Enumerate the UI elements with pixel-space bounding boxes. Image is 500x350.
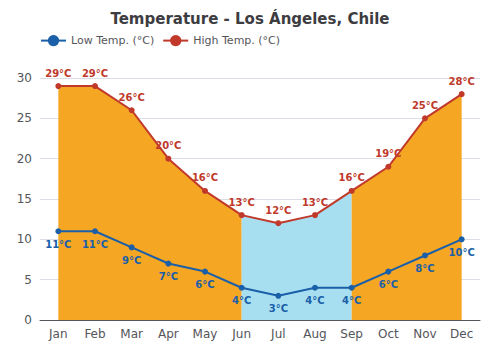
svg-text:6°C: 6°C bbox=[379, 279, 398, 290]
svg-text:16°C: 16°C bbox=[192, 172, 218, 183]
svg-text:13°C: 13°C bbox=[229, 197, 255, 208]
svg-text:12°C: 12°C bbox=[265, 205, 291, 216]
svg-text:Sep: Sep bbox=[340, 327, 363, 341]
svg-text:25: 25 bbox=[17, 111, 32, 125]
svg-text:11°C: 11°C bbox=[45, 239, 71, 250]
svg-text:Jun: Jun bbox=[231, 327, 251, 341]
svg-text:Temperature - Los Ángeles, Chi: Temperature - Los Ángeles, Chile bbox=[110, 9, 389, 28]
svg-text:10: 10 bbox=[17, 232, 32, 246]
svg-text:28°C: 28°C bbox=[449, 76, 475, 87]
svg-text:5: 5 bbox=[24, 273, 32, 287]
svg-text:11°C: 11°C bbox=[82, 239, 108, 250]
svg-text:Apr: Apr bbox=[158, 327, 179, 341]
svg-text:Low Temp. (°C): Low Temp. (°C) bbox=[71, 34, 154, 47]
svg-text:Feb: Feb bbox=[84, 327, 105, 341]
svg-text:9°C: 9°C bbox=[122, 255, 141, 266]
svg-text:16°C: 16°C bbox=[339, 172, 365, 183]
svg-text:19°C: 19°C bbox=[375, 148, 401, 159]
svg-text:3°C: 3°C bbox=[269, 303, 288, 314]
svg-text:Jul: Jul bbox=[270, 327, 285, 341]
svg-text:4°C: 4°C bbox=[232, 295, 251, 306]
svg-text:4°C: 4°C bbox=[305, 295, 324, 306]
svg-text:20: 20 bbox=[17, 152, 32, 166]
svg-text:Nov: Nov bbox=[413, 327, 436, 341]
svg-text:26°C: 26°C bbox=[119, 92, 145, 103]
svg-text:High Temp. (°C): High Temp. (°C) bbox=[193, 34, 280, 47]
svg-text:Dec: Dec bbox=[450, 327, 473, 341]
svg-text:Aug: Aug bbox=[303, 327, 326, 341]
svg-text:4°C: 4°C bbox=[342, 295, 361, 306]
svg-text:29°C: 29°C bbox=[82, 68, 108, 79]
svg-text:May: May bbox=[193, 327, 218, 341]
svg-text:20°C: 20°C bbox=[155, 140, 181, 151]
svg-text:29°C: 29°C bbox=[45, 68, 71, 79]
svg-text:13°C: 13°C bbox=[302, 197, 328, 208]
svg-text:6°C: 6°C bbox=[195, 279, 214, 290]
svg-text:7°C: 7°C bbox=[159, 271, 178, 282]
svg-text:15: 15 bbox=[17, 192, 32, 206]
svg-text:Jan: Jan bbox=[48, 327, 67, 341]
svg-text:Oct: Oct bbox=[378, 327, 399, 341]
svg-text:10°C: 10°C bbox=[449, 247, 475, 258]
svg-text:Mar: Mar bbox=[120, 327, 143, 341]
svg-text:0: 0 bbox=[24, 313, 32, 327]
svg-text:30: 30 bbox=[17, 71, 32, 85]
svg-text:8°C: 8°C bbox=[415, 263, 434, 274]
svg-text:25°C: 25°C bbox=[412, 100, 438, 111]
